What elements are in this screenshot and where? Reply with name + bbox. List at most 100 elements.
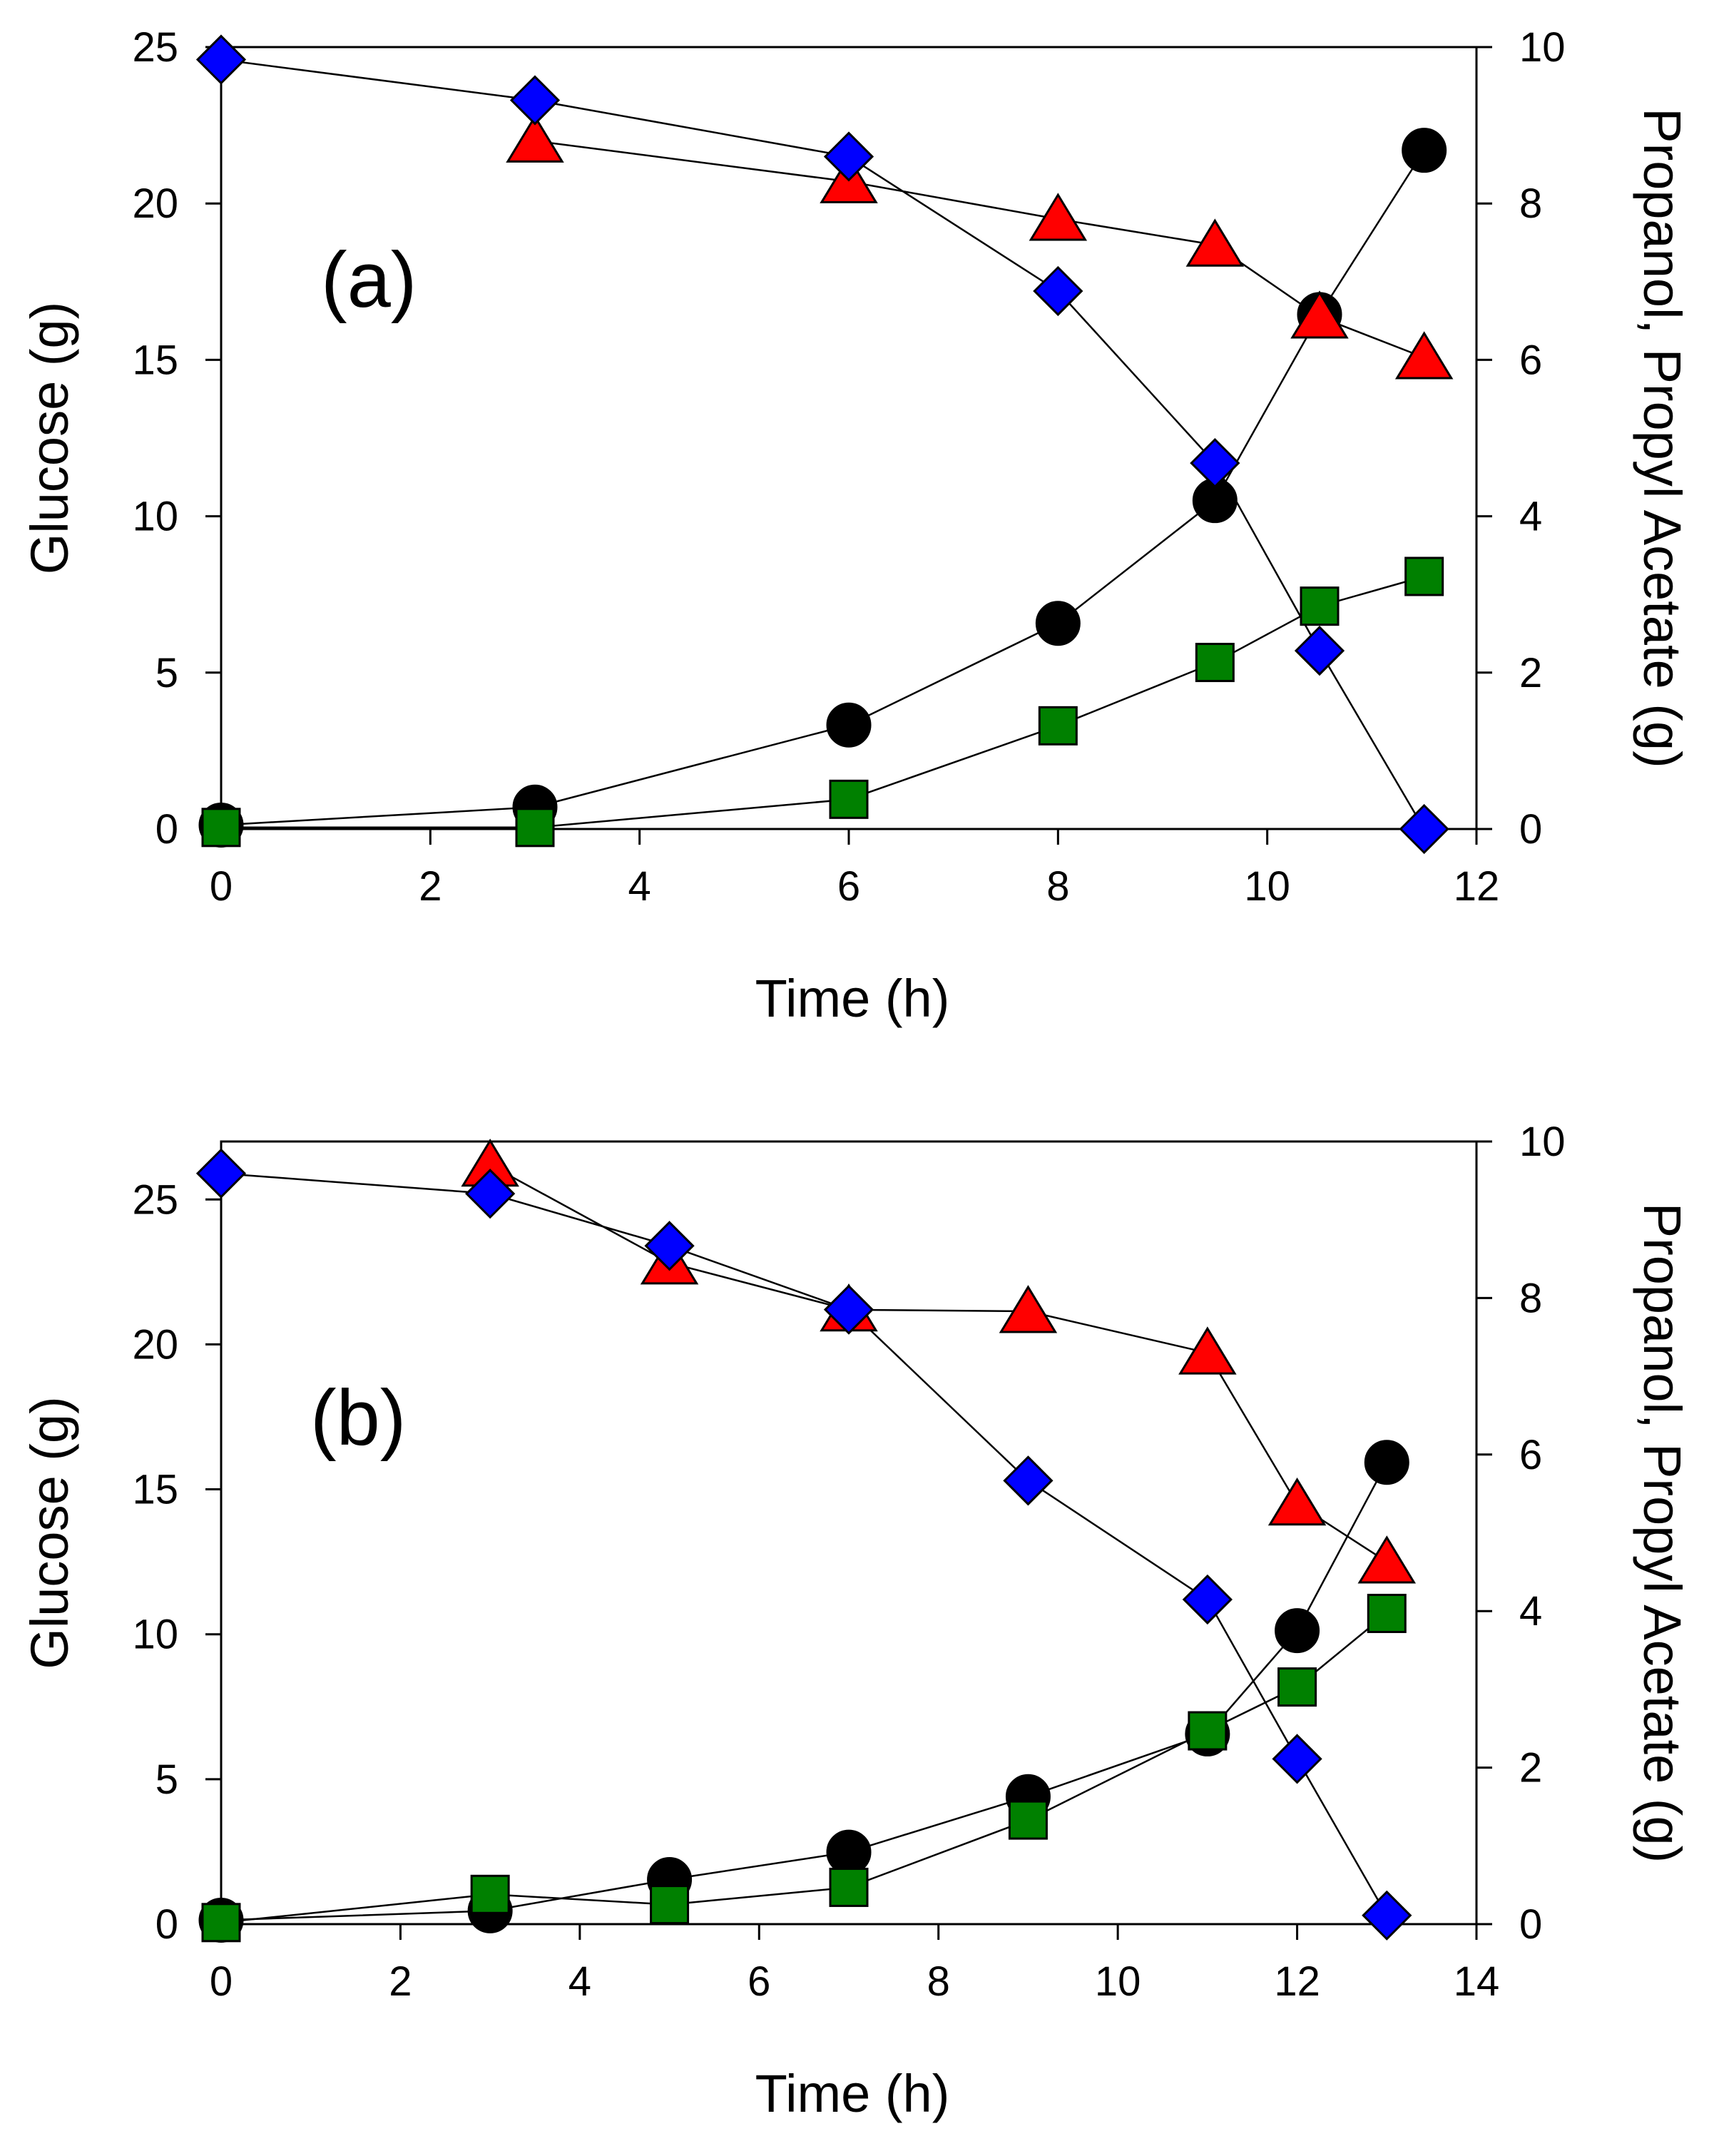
data-point-square	[201, 808, 241, 848]
data-point-diamond	[1033, 265, 1083, 317]
data-point-triangle	[1267, 1478, 1327, 1526]
y-left-tick-label: 5	[155, 650, 178, 696]
x-tick-label: 8	[1046, 863, 1069, 910]
data-point-diamond	[644, 1221, 695, 1271]
y-right-tick-label: 0	[1519, 1901, 1542, 1948]
data-point-square	[1195, 643, 1235, 683]
data-point-square	[1277, 1667, 1317, 1707]
y-left-axis-title: Glucose (g)	[20, 302, 79, 574]
data-point-diamond	[1399, 803, 1449, 855]
data-point-square	[650, 1885, 690, 1925]
data-point-square	[515, 808, 555, 848]
data-point-square	[1038, 706, 1078, 746]
data-point-diamond	[465, 1169, 516, 1219]
data-point-diamond	[1003, 1455, 1054, 1506]
data-point-square	[470, 1874, 510, 1914]
y-right-tick-label: 8	[1519, 1275, 1542, 1321]
y-left-tick-label: 25	[132, 24, 178, 71]
y-left-tick-label: 0	[155, 1901, 178, 1948]
series-line-square	[220, 1612, 1388, 1924]
data-point-square	[829, 779, 869, 819]
chart-panel-a: 0 2 4 6 8 10 12 0 5 10 15 20 25 0 2 4 6 8 10 Time (h) Glucos…	[20, 24, 1692, 1028]
panel-label: (a)	[321, 236, 417, 324]
x-tick-label: 0	[210, 863, 233, 910]
data-point-square	[201, 1903, 241, 1943]
data-point-triangle	[1290, 290, 1349, 339]
panel-label: (b)	[310, 1374, 406, 1462]
y-right-axis-title: Propanol, Propyl Acetate (g)	[1633, 108, 1692, 768]
x-tick-label: 0	[210, 1958, 233, 2005]
y-left-tick-label: 25	[132, 1176, 178, 1223]
x-tick-label: 14	[1454, 1958, 1500, 2005]
y-left-tick-label: 10	[132, 1612, 178, 1658]
y-left-tick-label: 0	[155, 806, 178, 853]
data-point-circle	[826, 1829, 872, 1875]
data-point-square	[1404, 556, 1444, 596]
x-tick-label: 6	[748, 1958, 770, 2005]
chart-panel-b: 0 2 4 6 8 10 12 14 0 5 10 15 20 25 0 2 4 6 8 10 Time (h) Gluc…	[20, 1119, 1692, 2123]
data-point-circle	[1035, 601, 1081, 646]
y-left-axis-title: Glucose (g)	[20, 1396, 79, 1669]
series-line-circle	[220, 1462, 1388, 1921]
data-point-diamond	[1272, 1734, 1322, 1784]
x-tick-label: 10	[1244, 863, 1290, 910]
data-point-diamond	[509, 75, 561, 126]
x-tick-label: 6	[837, 863, 860, 910]
series-line-triangle	[489, 1164, 1387, 1563]
data-point-diamond	[195, 1148, 247, 1199]
y-right-tick-label: 4	[1519, 1588, 1542, 1634]
x-tick-label: 2	[419, 863, 442, 910]
data-point-diamond	[823, 131, 874, 182]
y-left-tick-label: 20	[132, 1321, 178, 1368]
y-left-tick-label: 5	[155, 1756, 178, 1803]
y-right-tick-label: 8	[1519, 180, 1542, 227]
x-tick-label: 10	[1095, 1958, 1141, 2005]
series-line-diamond	[220, 59, 1425, 830]
data-point-square	[1008, 1800, 1048, 1840]
y-right-tick-label: 0	[1519, 806, 1542, 853]
data-point-diamond	[1182, 1574, 1233, 1625]
data-point-triangle	[1394, 331, 1454, 380]
y-right-tick-label: 4	[1519, 494, 1542, 540]
series-line-triangle	[534, 140, 1425, 359]
series-line-diamond	[220, 1172, 1388, 1916]
data-point-triangle	[1029, 193, 1088, 241]
data-point-circle	[1364, 1440, 1409, 1485]
data-point-square	[1188, 1711, 1228, 1751]
data-point-diamond	[823, 1284, 874, 1335]
data-point-triangle	[1178, 1326, 1237, 1375]
data-point-circle	[1402, 128, 1447, 173]
y-left-tick-label: 10	[132, 494, 178, 540]
data-point-triangle	[506, 114, 564, 163]
data-point-triangle	[1185, 218, 1245, 267]
x-tick-label: 4	[568, 1958, 591, 2005]
data-point-circle	[826, 702, 872, 748]
y-left-tick-label: 15	[132, 1467, 178, 1513]
data-point-square	[1367, 1593, 1407, 1633]
data-point-circle	[1275, 1608, 1320, 1654]
y-left-tick-label: 15	[132, 337, 178, 383]
x-tick-label: 2	[389, 1958, 412, 2005]
x-tick-label: 12	[1454, 863, 1500, 910]
y-right-tick-label: 2	[1519, 1745, 1542, 1791]
y-right-axis-title: Propanol, Propyl Acetate (g)	[1633, 1203, 1692, 1863]
y-left-tick-label: 20	[132, 180, 178, 227]
x-tick-label: 4	[628, 863, 651, 910]
series-line-square	[221, 575, 1425, 829]
y-right-tick-label: 6	[1519, 1432, 1542, 1478]
x-tick-label: 8	[927, 1958, 950, 2005]
data-point-diamond	[1362, 1890, 1412, 1941]
y-right-tick-label: 10	[1519, 24, 1566, 71]
y-right-tick-label: 2	[1519, 650, 1542, 696]
x-axis-title: Time (h)	[755, 2064, 950, 2123]
data-point-triangle	[999, 1285, 1058, 1333]
y-right-tick-label: 10	[1519, 1119, 1566, 1165]
x-axis-title: Time (h)	[755, 969, 950, 1028]
data-point-diamond	[1294, 625, 1345, 676]
data-point-diamond	[1190, 437, 1240, 489]
x-tick-label: 12	[1274, 1958, 1320, 2005]
plot-frame	[220, 1140, 1478, 1926]
y-right-tick-label: 6	[1519, 337, 1542, 383]
data-point-square	[1300, 586, 1340, 626]
